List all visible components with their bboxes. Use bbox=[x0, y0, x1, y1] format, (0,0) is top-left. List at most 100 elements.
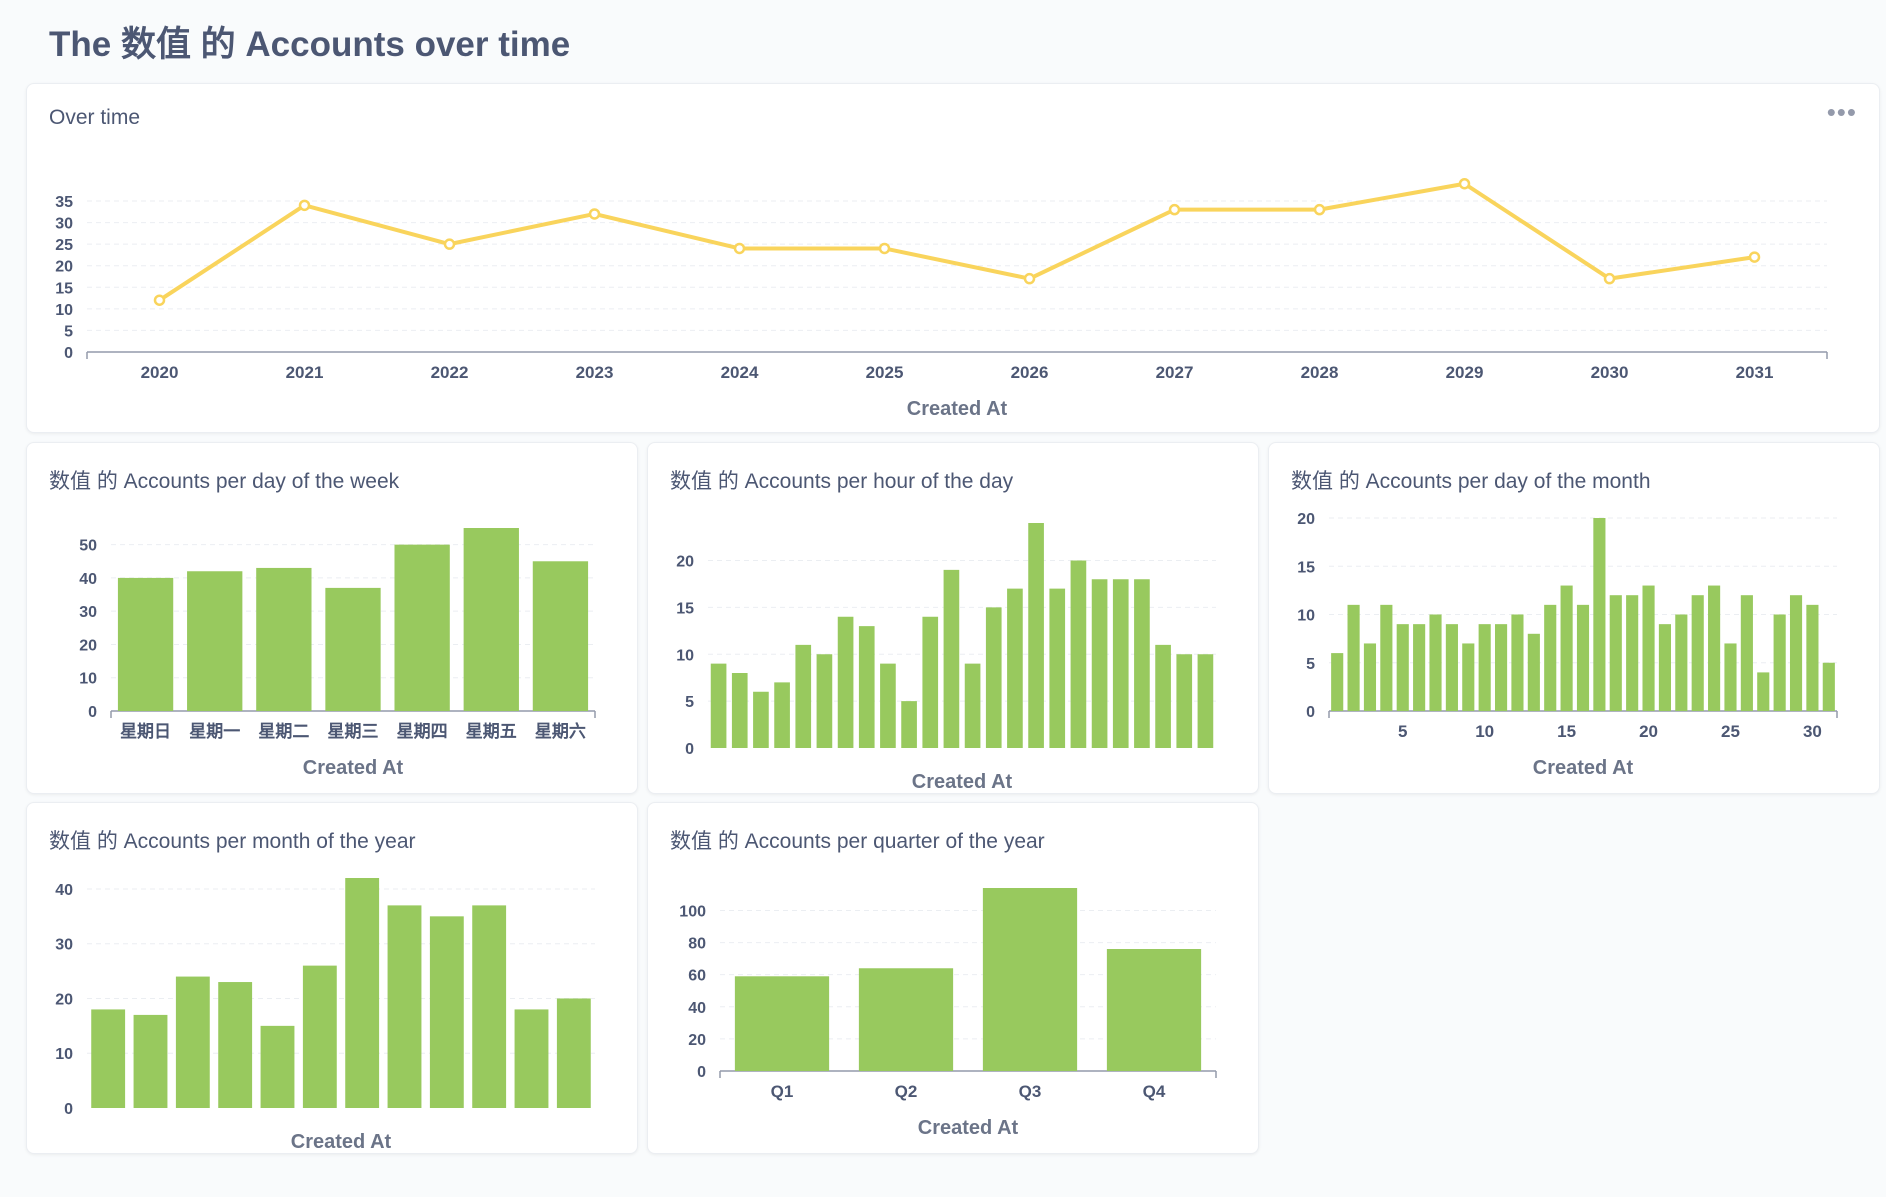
card-title[interactable]: 数值 的 Accounts per day of the month bbox=[1291, 470, 1651, 493]
bar bbox=[1691, 595, 1704, 711]
x-tick-label: 2028 bbox=[1301, 363, 1339, 382]
data-point bbox=[1748, 251, 1761, 263]
bar bbox=[187, 571, 243, 711]
bar bbox=[1527, 633, 1540, 711]
data-point bbox=[1168, 203, 1181, 216]
bar bbox=[1806, 604, 1819, 711]
x-tick-label: 2025 bbox=[866, 363, 904, 382]
bar bbox=[1773, 614, 1786, 711]
series-line bbox=[158, 181, 1755, 302]
bar bbox=[1155, 644, 1171, 748]
bar bbox=[1363, 643, 1377, 711]
card-title[interactable]: 数值 的 Accounts per day of the week bbox=[49, 470, 400, 493]
bar bbox=[1176, 654, 1193, 748]
bar bbox=[1789, 595, 1803, 711]
bar bbox=[429, 916, 464, 1108]
y-tick-label: 40 bbox=[688, 1000, 706, 1017]
y-tick-label: 5 bbox=[1306, 656, 1315, 673]
data-point bbox=[588, 208, 601, 220]
y-tick-label: 60 bbox=[688, 968, 706, 985]
bar bbox=[1609, 595, 1622, 711]
bar bbox=[1134, 579, 1150, 748]
x-axis-title: Created At bbox=[291, 1131, 392, 1153]
x-tick-label: 5 bbox=[1398, 722, 1407, 741]
bar bbox=[795, 644, 812, 748]
y-tick-label: 20 bbox=[676, 554, 694, 571]
y-tick-label: 0 bbox=[1306, 704, 1315, 721]
x-tick-label: 星期四 bbox=[397, 722, 448, 741]
x-tick-label: 星期一 bbox=[189, 722, 240, 741]
x-tick-label: 星期二 bbox=[258, 722, 309, 741]
data-point bbox=[1023, 272, 1036, 285]
x-tick-label: Q2 bbox=[895, 1082, 918, 1101]
bar bbox=[1091, 579, 1108, 748]
bar bbox=[922, 616, 939, 748]
x-tick-label: 15 bbox=[1557, 722, 1576, 741]
bar bbox=[816, 654, 833, 748]
card-title[interactable]: Over time bbox=[49, 106, 141, 129]
bar bbox=[1331, 653, 1344, 711]
y-tick-label: 30 bbox=[79, 604, 97, 621]
card-day-of-month: 数值 的 Accounts per day of the month 0 5 10 1… bbox=[1268, 442, 1880, 794]
bar bbox=[1544, 604, 1557, 711]
y-tick-label: 15 bbox=[676, 600, 694, 617]
y-tick-label: 15 bbox=[55, 280, 73, 297]
y-tick-label: 30 bbox=[55, 937, 73, 954]
card-month-of-year: 数值 的 Accounts per month of the year 0 10 2… bbox=[26, 802, 638, 1154]
y-tick-label: 40 bbox=[79, 571, 97, 588]
x-tick-label: 星期三 bbox=[328, 722, 379, 741]
bar bbox=[256, 567, 312, 711]
bar bbox=[1028, 523, 1044, 748]
bar-chart-day-of-week: 0 10 20 30 40 50 Created At 星期日 星期一 星期二 星期三 星期四 星期五星… bbox=[79, 528, 596, 779]
bar bbox=[387, 905, 422, 1108]
x-tick-label: 2030 bbox=[1591, 363, 1629, 382]
bar bbox=[774, 682, 790, 748]
bar bbox=[345, 878, 380, 1108]
y-tick-label: 15 bbox=[1297, 559, 1315, 576]
bar bbox=[1478, 624, 1491, 711]
bar bbox=[1560, 585, 1573, 711]
data-point bbox=[878, 242, 891, 255]
x-tick-label: 2021 bbox=[286, 363, 324, 382]
bar-chart-hour-of-day: 0 5 10 15 20 Created At bbox=[676, 523, 1216, 793]
bar bbox=[858, 626, 875, 748]
bar-chart-day-of-month: 0 5 10 15 20 Created At 5 10 15 20 25 30 bbox=[1297, 511, 1838, 779]
bar bbox=[1070, 560, 1087, 748]
card-title[interactable]: 数值 的 Accounts per hour of the day bbox=[670, 470, 1014, 493]
bar bbox=[1675, 614, 1688, 711]
bar bbox=[1049, 588, 1066, 748]
bar bbox=[532, 561, 589, 711]
card-title[interactable]: 数值 的 Accounts per month of the year bbox=[49, 830, 416, 853]
bar bbox=[985, 607, 1002, 748]
x-tick-label: 2029 bbox=[1446, 363, 1484, 382]
x-axis-title: Created At bbox=[912, 771, 1013, 793]
x-axis-title: Created At bbox=[1533, 757, 1634, 779]
card-quarter-of-year: 数值 的 Accounts per quarter of the year 0 2… bbox=[647, 802, 1259, 1154]
bar bbox=[117, 577, 174, 711]
y-tick-label: 40 bbox=[55, 882, 73, 899]
bar bbox=[556, 998, 591, 1108]
y-tick-label: 10 bbox=[676, 647, 694, 664]
bar-chart-quarter-of-year: 0 20 40 60 80 100 Created At Q1 Q2 Q3 Q4 bbox=[679, 888, 1217, 1139]
bar bbox=[858, 968, 954, 1071]
data-point bbox=[443, 238, 456, 250]
bar-chart-month-of-year: 0 10 20 30 40 Created At bbox=[55, 878, 595, 1153]
x-axis-title: Created At bbox=[907, 398, 1008, 420]
bar bbox=[710, 663, 727, 748]
y-tick-label: 20 bbox=[1297, 511, 1315, 528]
page-title: The 数值 的 Accounts over time bbox=[49, 25, 571, 64]
bar bbox=[1708, 585, 1721, 711]
bar bbox=[1757, 672, 1770, 711]
y-tick-label: 100 bbox=[679, 903, 706, 920]
bar bbox=[837, 616, 854, 748]
x-tick-label: 星期六 bbox=[535, 721, 586, 741]
card-title[interactable]: 数值 的 Accounts per quarter of the year bbox=[670, 830, 1045, 853]
x-tick-label: 2022 bbox=[431, 363, 469, 382]
data-point bbox=[1603, 272, 1616, 285]
bar bbox=[260, 1025, 295, 1108]
bar bbox=[514, 1009, 549, 1108]
y-tick-label: 10 bbox=[55, 302, 73, 319]
bar bbox=[1396, 624, 1409, 711]
bar bbox=[1822, 662, 1835, 711]
